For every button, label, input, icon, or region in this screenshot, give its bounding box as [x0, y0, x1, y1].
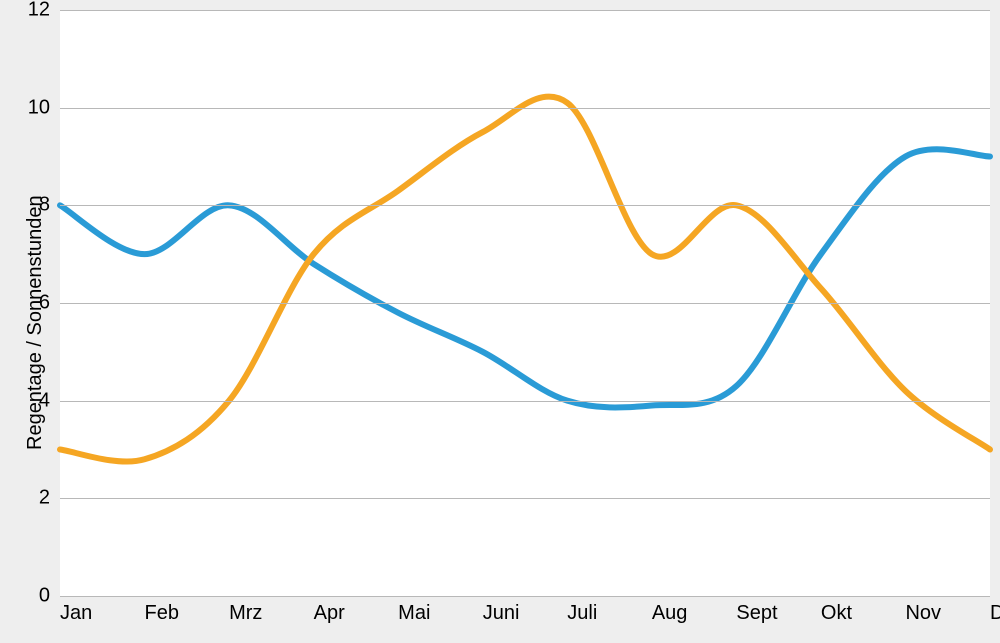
x-tick-label: Mai	[398, 602, 430, 625]
x-tick-label: Juli	[567, 602, 597, 625]
x-tick-label: Jan	[60, 602, 92, 625]
y-tick-label: 12	[0, 0, 50, 22]
y-tick-label: 2	[0, 487, 50, 510]
gridline	[60, 401, 990, 402]
x-tick-label: Mrz	[229, 602, 262, 625]
x-tick-label: Okt	[821, 602, 852, 625]
y-tick-label: 4	[0, 389, 50, 412]
gridline	[60, 596, 990, 597]
x-tick-label: Apr	[314, 602, 345, 625]
x-tick-label: Dez	[990, 602, 1000, 625]
series-line	[60, 97, 990, 462]
x-tick-label: Nov	[905, 602, 941, 625]
gridline	[60, 303, 990, 304]
x-tick-label: Aug	[652, 602, 688, 625]
y-tick-label: 6	[0, 292, 50, 315]
x-tick-label: Sept	[736, 602, 777, 625]
gridline	[60, 108, 990, 109]
x-tick-label: Feb	[145, 602, 179, 625]
weather-line-chart: Regentage / Sonnenstunden 024681012JanFe…	[0, 0, 1000, 643]
gridline	[60, 498, 990, 499]
gridline	[60, 10, 990, 11]
y-tick-label: 0	[0, 585, 50, 608]
line-series-layer	[0, 0, 1000, 643]
gridline	[60, 205, 990, 206]
y-tick-label: 10	[0, 96, 50, 119]
series-line	[60, 149, 990, 407]
y-tick-label: 8	[0, 194, 50, 217]
x-tick-label: Juni	[483, 602, 520, 625]
